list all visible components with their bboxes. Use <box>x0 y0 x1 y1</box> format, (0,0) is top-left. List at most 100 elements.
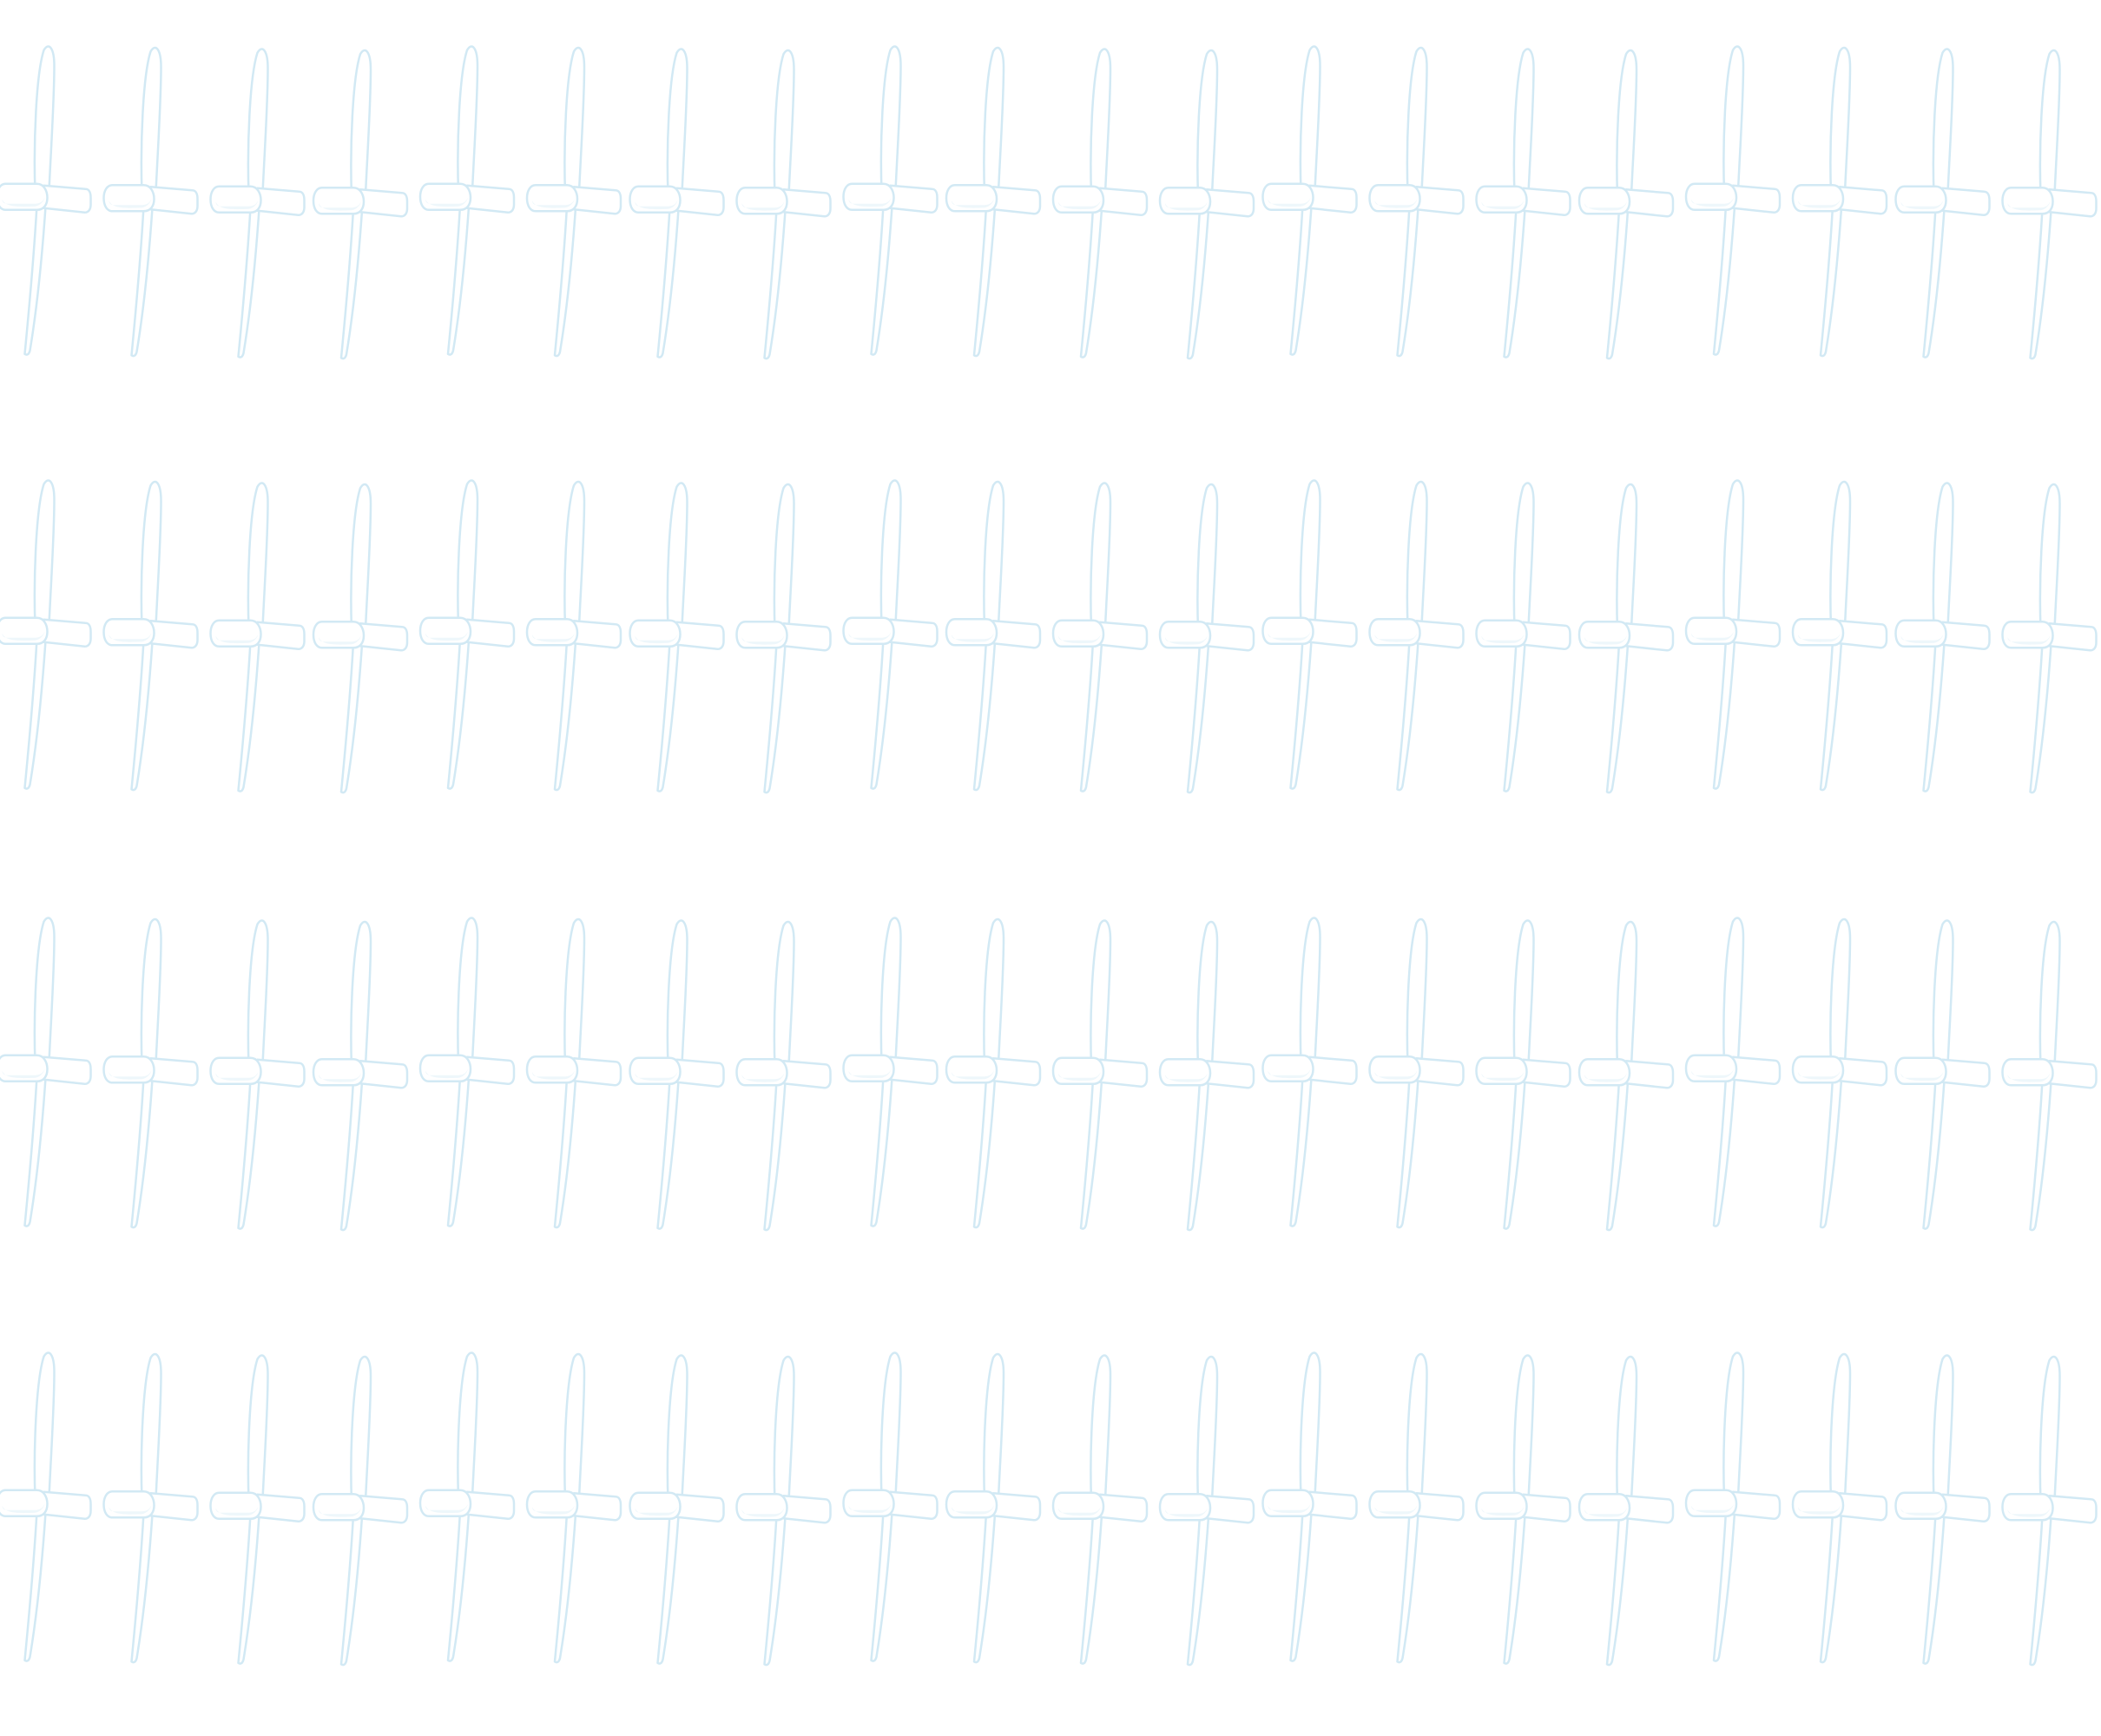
hub-shade <box>215 1071 259 1082</box>
propeller-icon <box>2001 920 2098 1232</box>
right-arm <box>149 186 199 215</box>
upper-blade <box>666 1354 688 1503</box>
hub <box>418 1489 472 1518</box>
upper-blade <box>1722 479 1745 628</box>
right-arm <box>1838 1492 1888 1522</box>
upper-blade <box>1299 479 1321 628</box>
right-arm <box>889 1055 939 1086</box>
hub-shade <box>425 1069 468 1079</box>
hub-shade <box>319 1073 361 1082</box>
upper-blade <box>1299 1351 1321 1501</box>
lower-blade <box>1289 637 1313 790</box>
lower-blade <box>553 205 577 358</box>
hub-shade <box>1165 635 1208 645</box>
propeller-icon <box>525 480 622 792</box>
right-arm <box>1941 1493 1991 1523</box>
lower-blade <box>1819 1076 1843 1229</box>
lower-blade <box>1079 640 1103 792</box>
right-arm <box>991 620 1042 649</box>
upper-blade <box>563 917 586 1067</box>
right-arm <box>1098 1493 1149 1523</box>
hub <box>1684 616 1738 646</box>
propeller-icon <box>2001 483 2098 794</box>
upper-blade <box>563 46 586 195</box>
right-arm <box>991 186 1042 215</box>
lower-blade <box>1712 1075 1736 1227</box>
propeller-icon <box>1577 483 1675 794</box>
upper-blade <box>1829 46 1852 195</box>
propeller-icon <box>209 482 306 792</box>
hub-shade <box>1165 1073 1208 1082</box>
hub <box>735 621 788 649</box>
lower-blade <box>130 1076 154 1229</box>
hub-shade <box>1691 631 1734 641</box>
hub <box>0 1489 49 1518</box>
hub-shade <box>532 633 575 642</box>
right-arm <box>2048 1060 2098 1089</box>
propeller-icon <box>1684 479 1782 790</box>
right-arm <box>675 1493 725 1523</box>
hub-shade <box>1798 633 1841 642</box>
propeller-icon <box>0 917 92 1227</box>
right-arm <box>1308 1490 1358 1521</box>
upper-blade <box>879 917 902 1066</box>
hub-shade <box>741 1508 785 1517</box>
hub <box>1684 1489 1738 1518</box>
upper-blade <box>457 917 479 1066</box>
hub <box>1791 618 1845 647</box>
hub <box>102 1055 155 1084</box>
hub <box>1158 1058 1212 1087</box>
hub-shade <box>952 1070 994 1080</box>
right-arm <box>1624 188 1675 218</box>
right-arm <box>1415 1057 1465 1087</box>
lower-blade <box>656 640 680 792</box>
upper-blade <box>1932 48 1954 197</box>
lower-blade <box>339 641 364 794</box>
right-arm <box>1522 1058 1571 1088</box>
right-arm <box>465 1055 516 1086</box>
lower-blade <box>763 207 787 360</box>
right-arm <box>675 187 725 217</box>
right-arm <box>782 1495 832 1524</box>
propeller-icon <box>209 48 306 358</box>
hub <box>945 184 998 213</box>
propeller-icon <box>0 479 92 790</box>
hub <box>629 619 682 648</box>
hub-shade <box>848 1503 892 1514</box>
lower-blade <box>1922 1077 1946 1230</box>
lower-blade <box>1079 206 1103 358</box>
propeller-icon <box>1368 480 1465 792</box>
lower-blade <box>972 205 997 358</box>
lower-blade <box>130 205 154 358</box>
hub <box>1261 1489 1314 1518</box>
hub-shade <box>2007 1508 2051 1517</box>
upper-blade <box>2038 483 2061 632</box>
hub <box>102 184 155 213</box>
hub <box>0 616 49 646</box>
lower-blade <box>1396 639 1419 792</box>
propeller-array <box>0 45 2098 1667</box>
propeller-icon <box>1894 48 1991 358</box>
hub <box>1894 1056 1947 1086</box>
propeller-icon <box>1261 45 1358 356</box>
hub <box>0 182 49 212</box>
lower-blade <box>1186 207 1210 360</box>
upper-blade <box>140 480 162 629</box>
propeller-icon <box>209 1354 306 1665</box>
lower-blade <box>130 1511 154 1664</box>
lower-blade <box>656 206 680 358</box>
hub <box>1051 1056 1105 1086</box>
right-arm <box>1205 188 1255 218</box>
lower-blade <box>1289 203 1313 356</box>
hub-shade <box>1058 200 1101 210</box>
hub <box>1261 616 1314 646</box>
right-arm <box>991 1057 1042 1087</box>
hub-shade <box>2 1503 45 1514</box>
right-arm <box>1522 1493 1571 1523</box>
upper-blade <box>666 482 688 631</box>
lower-blade <box>972 639 997 792</box>
hub <box>1791 184 1845 213</box>
hub-shade <box>1584 1508 1627 1517</box>
upper-blade <box>350 920 372 1069</box>
